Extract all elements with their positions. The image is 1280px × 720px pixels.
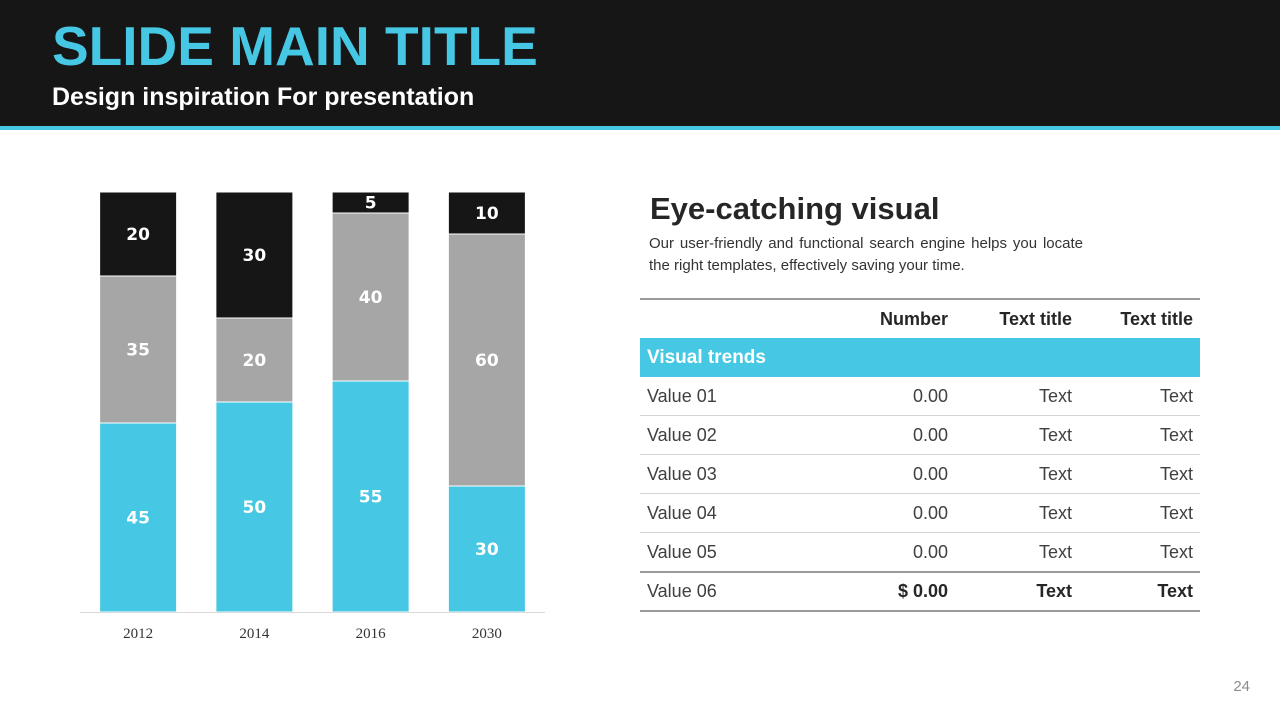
- total-text: Text: [955, 571, 1079, 612]
- total-number: $ 0.00: [830, 571, 955, 612]
- data-label-2012-0: 45: [126, 509, 150, 529]
- data-label-2016-1: 40: [359, 288, 383, 308]
- data-label-2030-1: 60: [475, 351, 499, 371]
- table-row: Value 04 0.00 Text Text: [640, 493, 1200, 533]
- data-label-2014-0: 50: [243, 498, 267, 518]
- data-label-2016-0: 55: [359, 488, 383, 508]
- row-number: 0.00: [830, 377, 955, 416]
- x-tick-label-2014: 2014: [239, 626, 270, 642]
- row-text: Text: [1159, 541, 1193, 562]
- bar-segment-2012-1: [99, 275, 178, 424]
- row-label: Value 01: [640, 377, 830, 416]
- info-heading: Eye-catching visual: [650, 191, 940, 226]
- row-number: 0.00: [912, 541, 948, 562]
- data-label-2014-1: 20: [243, 351, 267, 371]
- total-text: Text: [1079, 571, 1200, 612]
- info-description: Our user-friendly and functional search …: [649, 235, 1083, 274]
- row-text: Text: [1079, 493, 1200, 533]
- page-number: 24: [1233, 678, 1250, 695]
- bar-segment-2012-2: [99, 191, 178, 277]
- bar-segment-2014-2: [215, 191, 294, 319]
- data-label-2012-2: 20: [126, 225, 150, 245]
- data-label-2030-2: 10: [475, 204, 499, 224]
- row-label: Value 03: [640, 454, 830, 494]
- row-text: Text: [955, 493, 1079, 533]
- data-label-2012-1: 35: [126, 341, 150, 361]
- row-text: Text: [955, 454, 1079, 494]
- row-number: 0.00: [830, 415, 955, 455]
- header-cell-text-title-1: Text title: [955, 298, 1079, 338]
- row-label: Value 05: [647, 541, 717, 562]
- row-label: Value 04: [640, 493, 830, 533]
- table-total-row: Value 06 $ 0.00 Text Text: [640, 571, 1200, 612]
- slide-title: SLIDE MAIN TITLE: [52, 15, 538, 77]
- table-row: Value 03 0.00 Text Text: [640, 454, 1200, 494]
- row-text: Text: [955, 377, 1079, 416]
- table-header-row: Number Text title Text title: [640, 298, 1200, 338]
- row-text: Text: [1079, 454, 1200, 494]
- x-tick-label-2030: 2030: [472, 626, 502, 642]
- table-row: Value 02 0.00 Text Text: [640, 415, 1200, 455]
- row-label: Value 02: [640, 415, 830, 455]
- data-table: Number Text title Text title Visual tren…: [640, 298, 1200, 612]
- data-label-2030-0: 30: [475, 540, 499, 560]
- table-row: Value 05 0.00 Text Text: [640, 533, 1200, 573]
- slide-header: [0, 0, 1280, 126]
- table-row: Value 01 0.00 Text Text: [640, 377, 1200, 416]
- table-band-row: Visual trends: [640, 338, 1200, 377]
- row-number: 0.00: [830, 493, 955, 533]
- header-cell-text-title-2: Text title: [1079, 298, 1200, 338]
- band-label: Visual trends: [640, 338, 1200, 377]
- slide-subtitle: Design inspiration For presentation: [52, 83, 475, 111]
- header-cell-number: Number: [830, 298, 955, 338]
- bar-segment-2030-2: [447, 191, 526, 235]
- x-tick-label-2012: 2012: [123, 626, 153, 642]
- row-text: Text: [1079, 415, 1200, 455]
- row-text: Text: [1038, 541, 1072, 562]
- bar-segment-2030-0: [447, 485, 526, 613]
- bar-segment-2030-1: [447, 233, 526, 487]
- row-number: 0.00: [830, 454, 955, 494]
- header-cell-blank: [640, 298, 830, 338]
- x-tick-label-2016: 2016: [356, 626, 387, 642]
- total-label: Value 06: [640, 571, 830, 612]
- header-accent-rule: [0, 126, 1280, 130]
- bar-segment-2014-0: [215, 401, 294, 613]
- row-text: Text: [955, 415, 1079, 455]
- bar-segment-2016-2: [331, 191, 410, 214]
- bar-segment-2016-1: [331, 212, 410, 382]
- data-label-2014-2: 30: [243, 246, 267, 266]
- bar-segment-2016-0: [331, 380, 410, 613]
- row-text: Text: [1079, 377, 1200, 416]
- data-label-2016-2: 5: [365, 194, 377, 214]
